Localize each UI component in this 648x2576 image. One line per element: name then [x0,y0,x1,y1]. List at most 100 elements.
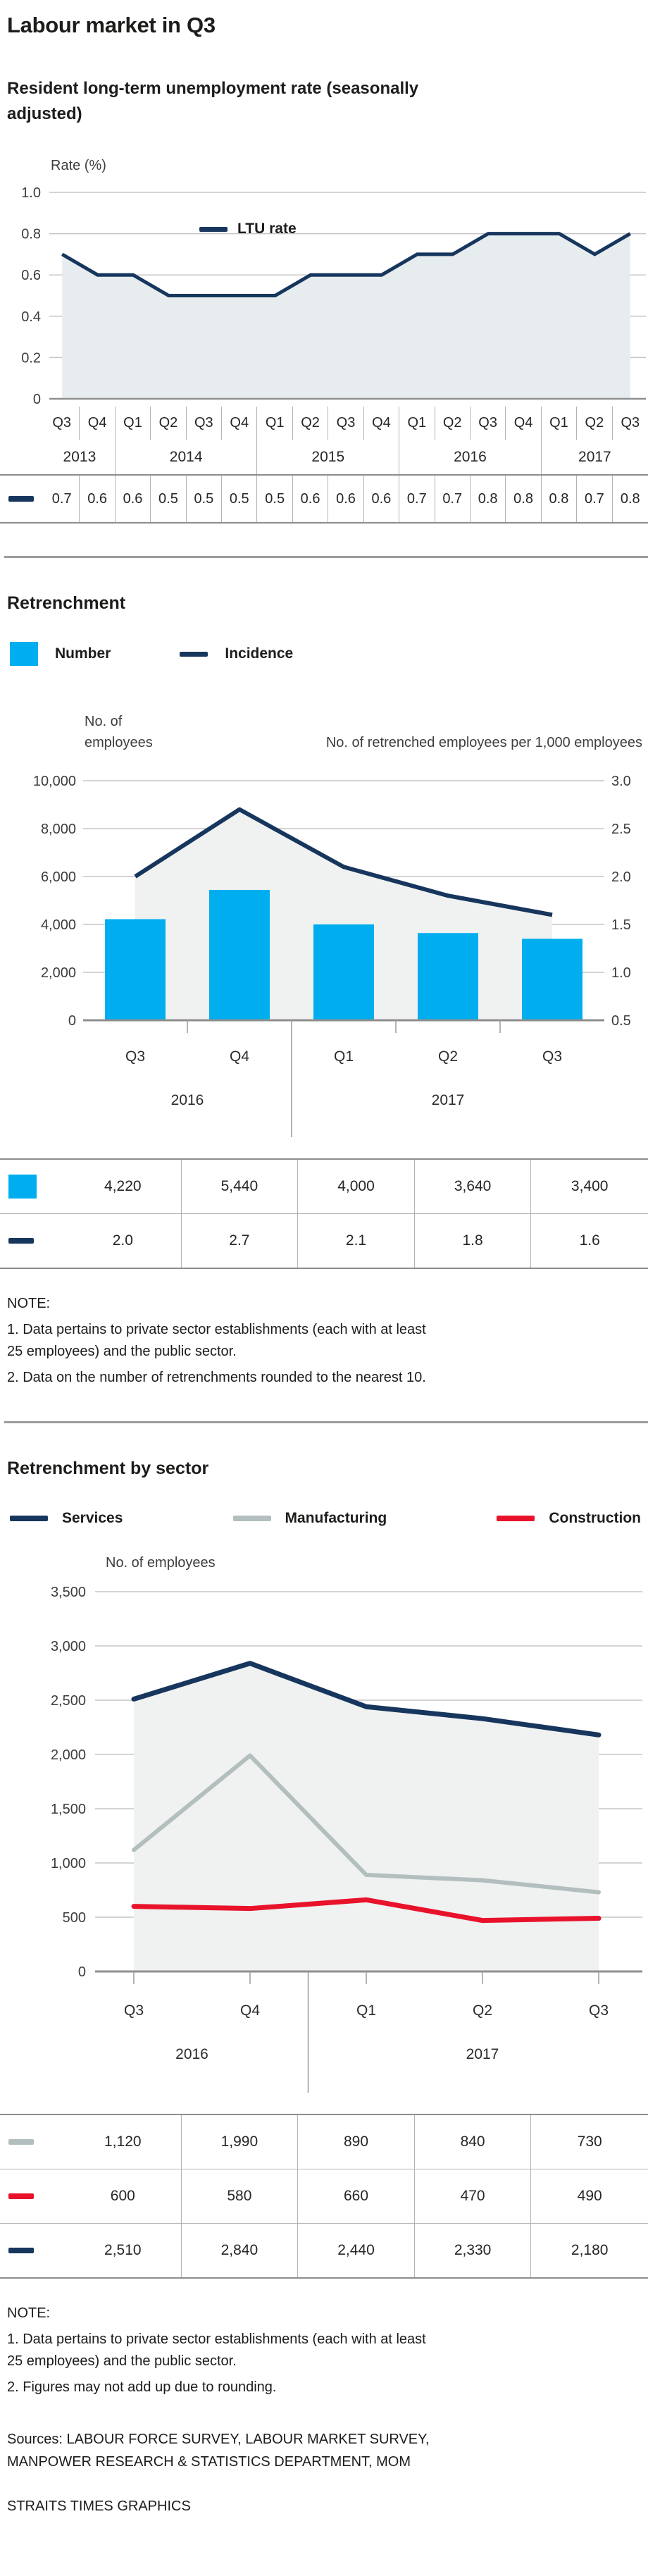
svg-text:500: 500 [63,1910,86,1926]
table-cell: 2017 [578,448,611,465]
table-cell: 0.6 [364,476,400,522]
legend-label-incidence: Incidence [225,645,294,662]
credit-text: STRAITS TIMES GRAPHICS [7,2498,191,2514]
svg-text:2017: 2017 [466,2046,499,2062]
table-cell: 0.5 [257,476,293,522]
legend-label-number: Number [55,645,111,662]
table-cell: 2.0 [65,1214,182,1268]
values-row: 0.7 0.6 0.6 0.5 0.5 0.5 0.5 0.6 0.6 0.6 0.7 0.7 0.8 0… [0,474,648,524]
year-row: 2013 2014 2015 2016 2017 [0,440,648,474]
note-title: NOTE: [7,1296,51,1311]
bar [313,924,374,1020]
construction-line [131,1897,602,1924]
table-cell: 0.8 [620,490,640,507]
svg-text:Q4: Q4 [230,1048,249,1065]
svg-text:2016: 2016 [175,2046,208,2062]
svg-text:Q4: Q4 [240,2002,260,2019]
table-row: 600 580 660 470 490 [0,2169,648,2224]
bar [522,939,582,1020]
table-cell: 2,330 [415,2224,532,2277]
table-cell: Q3 [187,407,223,440]
section-divider [4,556,648,558]
legend-label-manufacturing: Manufacturing [285,1510,387,1526]
table-cell: Q3 [44,407,80,440]
line-swatch [8,496,34,502]
note-line: 2. Data on the number of retrenchments r… [7,1370,426,1385]
value-table: 4,220 5,440 4,000 3,640 3,400 2.0 2.7 2.1 1.8 1.6 [0,1158,648,1269]
section-retrenchment: Retrenchment Number Incidence No. of emp… [0,593,648,1389]
table-row: 2,510 2,840 2,440 2,330 2,180 [0,2224,648,2277]
section-divider [4,1421,648,1423]
sector-data-table: 1,120 1,990 890 840 730 600 580 660 470 490 2,510 2… [0,2114,648,2279]
table-cell: 0.5 [151,476,187,522]
table-row: 1,120 1,990 890 840 730 [0,2115,648,2169]
svg-text:2,000: 2,000 [51,1747,86,1763]
note-line: 1. Data pertains to private sector estab… [7,2332,426,2369]
ltu-data-table: Q3 Q4 Q1 Q2 Q3 Q4 Q1 Q2 Q3 Q4 Q1 Q2 Q3 Q4 Q1 Q2 Q3 2013 20… [0,407,648,524]
svg-text:Q3: Q3 [542,1048,562,1065]
table-cell: 0.7 [577,476,613,522]
table-cell: 0.5 [222,476,258,522]
sector-y-axis-label: No. of employees [106,1555,216,1571]
line-swatch [8,2193,34,2199]
svg-text:3,500: 3,500 [51,1585,86,1600]
table-cell [0,2169,65,2223]
table-cell: 4,220 [65,1160,182,1213]
note-title: NOTE: [7,2305,51,2321]
svg-text:4,000: 4,000 [41,917,76,933]
table-cell [0,1160,65,1213]
svg-text:0: 0 [68,1013,76,1029]
svg-text:8,000: 8,000 [41,822,76,837]
ltu-heading: Resident long-term unemployment rate (se… [7,79,419,123]
ltu-area [62,233,630,399]
table-cell: 0.8 [542,476,578,522]
table-cell: Q2 [577,407,613,440]
number-bars [105,890,582,1020]
section-sector: Retrenchment by sector Services Manufact… [0,1459,648,2398]
legend-label-services: Services [62,1510,123,1526]
table-cell: 2.1 [298,1214,415,1268]
services-line [131,1661,602,1738]
svg-text:Q3: Q3 [125,1048,145,1065]
table-cell: 600 [65,2169,182,2223]
svg-text:1.0: 1.0 [21,185,41,201]
svg-text:2017: 2017 [432,1092,465,1108]
table-cell: Q3 [328,407,364,440]
legend-item-manufacturing: Manufacturing [232,1510,387,1527]
left-axis-label: No. of employees [85,714,153,750]
table-cell: 1.8 [415,1214,532,1268]
table-cell: 0.6 [328,476,364,522]
svg-text:3.0: 3.0 [611,774,631,789]
svg-text:Q3: Q3 [589,2002,609,2019]
legend-item-construction: Construction [497,1510,641,1527]
note-line: 1. Data pertains to private sector estab… [7,1322,426,1359]
table-cell: Q2 [293,407,329,440]
table-cell: 2015 [257,440,400,474]
table-cell [0,2115,65,2169]
table-cell: 3,640 [415,1160,532,1213]
table-cell: Q4 [364,407,400,440]
number-bar-swatch [10,642,38,666]
table-cell: 4,000 [298,1160,415,1213]
svg-text:2.0: 2.0 [611,869,631,885]
x-axis-labels: Q3 Q4 Q1 Q2 Q3 2016 2017 [124,1971,609,2093]
table-cell: Q4 [222,407,258,440]
svg-text:0: 0 [78,1964,86,1980]
table-row: 4,220 5,440 4,000 3,640 3,400 [0,1160,648,1214]
table-cell: 580 [182,2169,299,2223]
table-cell: 2014 [116,440,258,474]
table-cell: 5,440 [182,1160,299,1213]
table-cell: Q3 [621,415,640,431]
legend-label-construction: Construction [549,1510,641,1526]
line-swatch [8,2248,34,2253]
table-cell: 840 [415,2115,532,2169]
table-cell: 0.7 [435,476,471,522]
table-cell: Q1 [542,407,578,440]
svg-text:Q1: Q1 [356,2002,376,2019]
svg-text:1.0: 1.0 [611,965,631,981]
line-swatch [8,2139,34,2145]
svg-text:Q2: Q2 [473,2002,492,2019]
sector-legend: Services Manufacturing Construction [10,1510,641,1527]
table-cell: 0.6 [293,476,329,522]
legend-item-services: Services [10,1510,123,1527]
